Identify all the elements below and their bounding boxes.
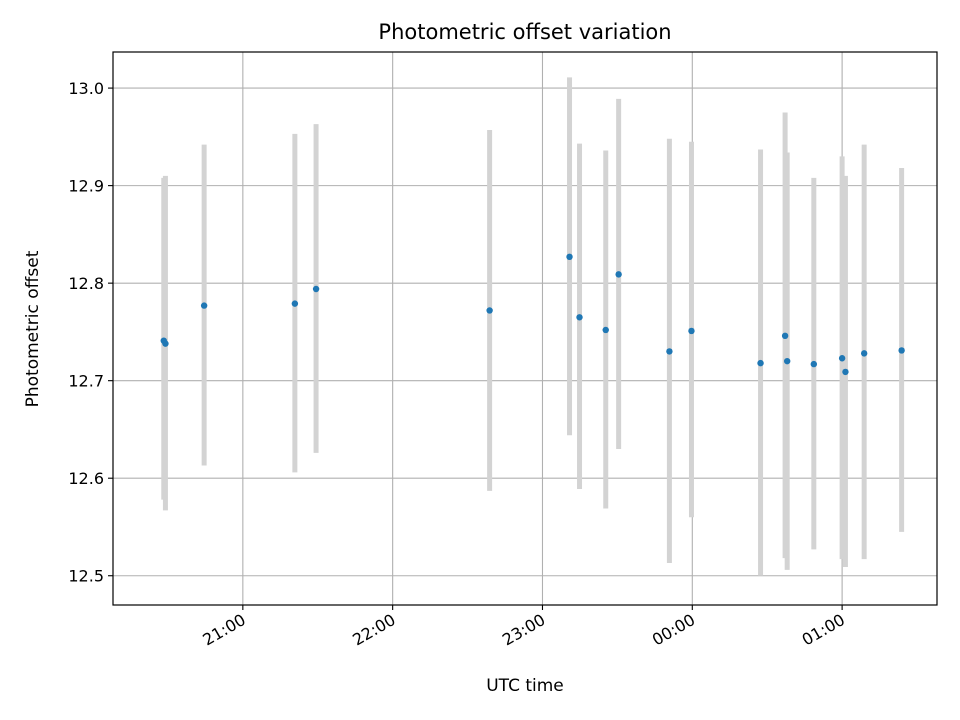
data-point — [602, 326, 609, 334]
data-point — [200, 302, 208, 309]
data-point — [783, 357, 791, 365]
data-point — [898, 347, 905, 354]
error-bars — [161, 77, 905, 576]
plot-frame — [112, 51, 938, 606]
axis-ticks: 12.5 12.6 12.7 12.8 12.9 13.0 21:00 22:00 23:00 0… — [68, 79, 848, 649]
data-point — [810, 360, 818, 368]
data-point — [838, 355, 846, 362]
data-point — [842, 368, 849, 376]
data-point — [291, 300, 299, 307]
x-tick-label: 23:00 — [499, 610, 548, 650]
y-tick-label: 12.7 — [68, 372, 104, 391]
data-point — [666, 348, 673, 355]
y-axis-label: Photometric offset — [23, 250, 43, 407]
chart-title: Photometric offset variation — [378, 20, 671, 44]
y-tick-label: 13.0 — [68, 79, 104, 98]
data-point — [486, 307, 493, 314]
y-tick-label: 12.6 — [68, 469, 104, 488]
data-point — [312, 285, 320, 293]
data-point — [781, 332, 789, 340]
x-tick-label: 01:00 — [799, 610, 848, 650]
data-points — [160, 253, 905, 376]
x-tick-label: 00:00 — [649, 610, 698, 650]
x-axis-label: UTC time — [486, 676, 564, 696]
x-tick-label: 22:00 — [349, 610, 398, 650]
data-point — [576, 314, 583, 321]
data-point — [615, 271, 622, 278]
data-point — [688, 327, 695, 335]
x-tick-label: 21:00 — [199, 610, 248, 650]
data-point — [757, 359, 764, 367]
y-tick-label: 12.8 — [68, 274, 104, 293]
y-tick-label: 12.5 — [68, 567, 104, 586]
y-tick-label: 12.9 — [68, 177, 104, 196]
data-point — [566, 253, 573, 261]
data-point — [860, 350, 868, 357]
data-point — [162, 340, 169, 347]
